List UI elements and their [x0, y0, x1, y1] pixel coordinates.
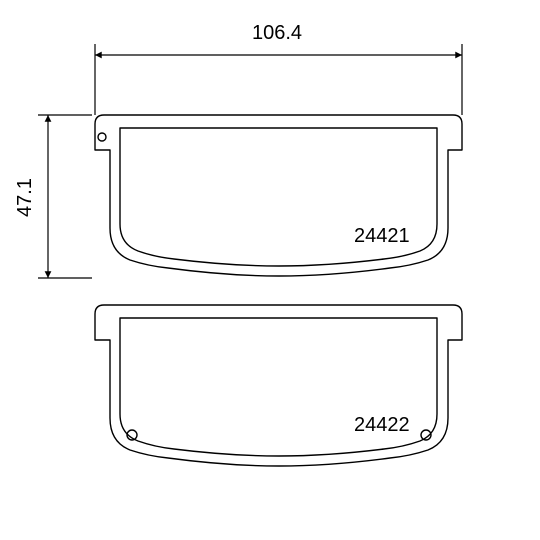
lower-brake-pad [95, 305, 462, 466]
upper-brake-pad [95, 115, 462, 276]
technical-drawing-canvas: 106.4 47.1 24421 24422 [0, 0, 540, 540]
width-dimension-label: 106.4 [252, 22, 302, 45]
drawing-svg [0, 0, 540, 540]
height-dimension-label: 47.1 [14, 178, 37, 217]
upper-pad-part-number: 24421 [354, 225, 410, 248]
lower-pad-part-number: 24422 [354, 414, 410, 437]
